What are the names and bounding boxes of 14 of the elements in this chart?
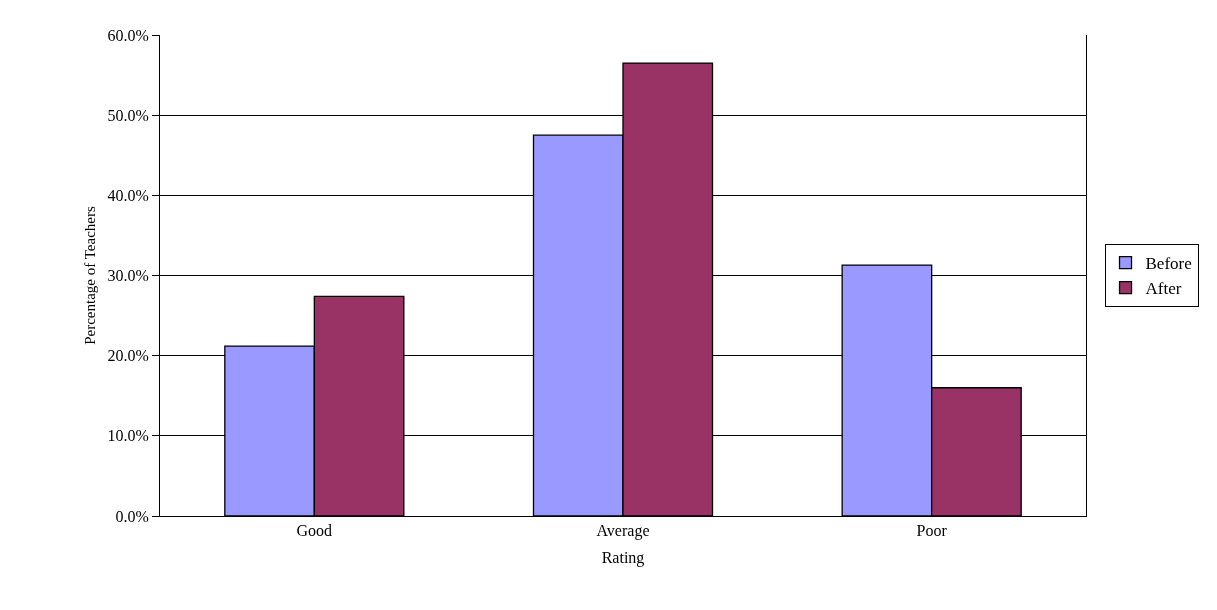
y-axis-title: Percentage of Teachers: [81, 206, 98, 345]
x-tick-label: Average: [596, 522, 650, 541]
x-tick-label: Poor: [916, 522, 948, 540]
x-axis-title: Rating: [601, 548, 645, 567]
y-tick-label: 0.0%: [115, 507, 149, 525]
y-tick-label: 30.0%: [107, 267, 149, 285]
y-tick-label: 60.0%: [107, 26, 149, 44]
y-tick-label: 50.0%: [107, 106, 149, 124]
legend-label: Before: [1145, 254, 1192, 274]
y-tick-label: 20.0%: [107, 347, 149, 365]
y-tick-label: 10.0%: [107, 427, 149, 445]
x-tick-label: Good: [296, 522, 333, 540]
legend-label: After: [1145, 279, 1182, 299]
y-tick-label: 40.0%: [107, 186, 149, 204]
